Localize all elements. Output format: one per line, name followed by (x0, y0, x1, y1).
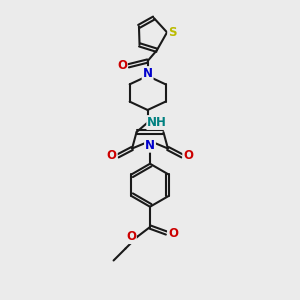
Text: S: S (168, 26, 177, 39)
Text: O: O (183, 149, 193, 163)
Text: O: O (168, 226, 178, 239)
Text: O: O (107, 149, 117, 163)
Text: NH: NH (147, 116, 167, 129)
Text: N: N (145, 139, 155, 152)
Text: O: O (117, 59, 127, 72)
Text: O: O (126, 230, 136, 243)
Text: N: N (142, 67, 153, 80)
